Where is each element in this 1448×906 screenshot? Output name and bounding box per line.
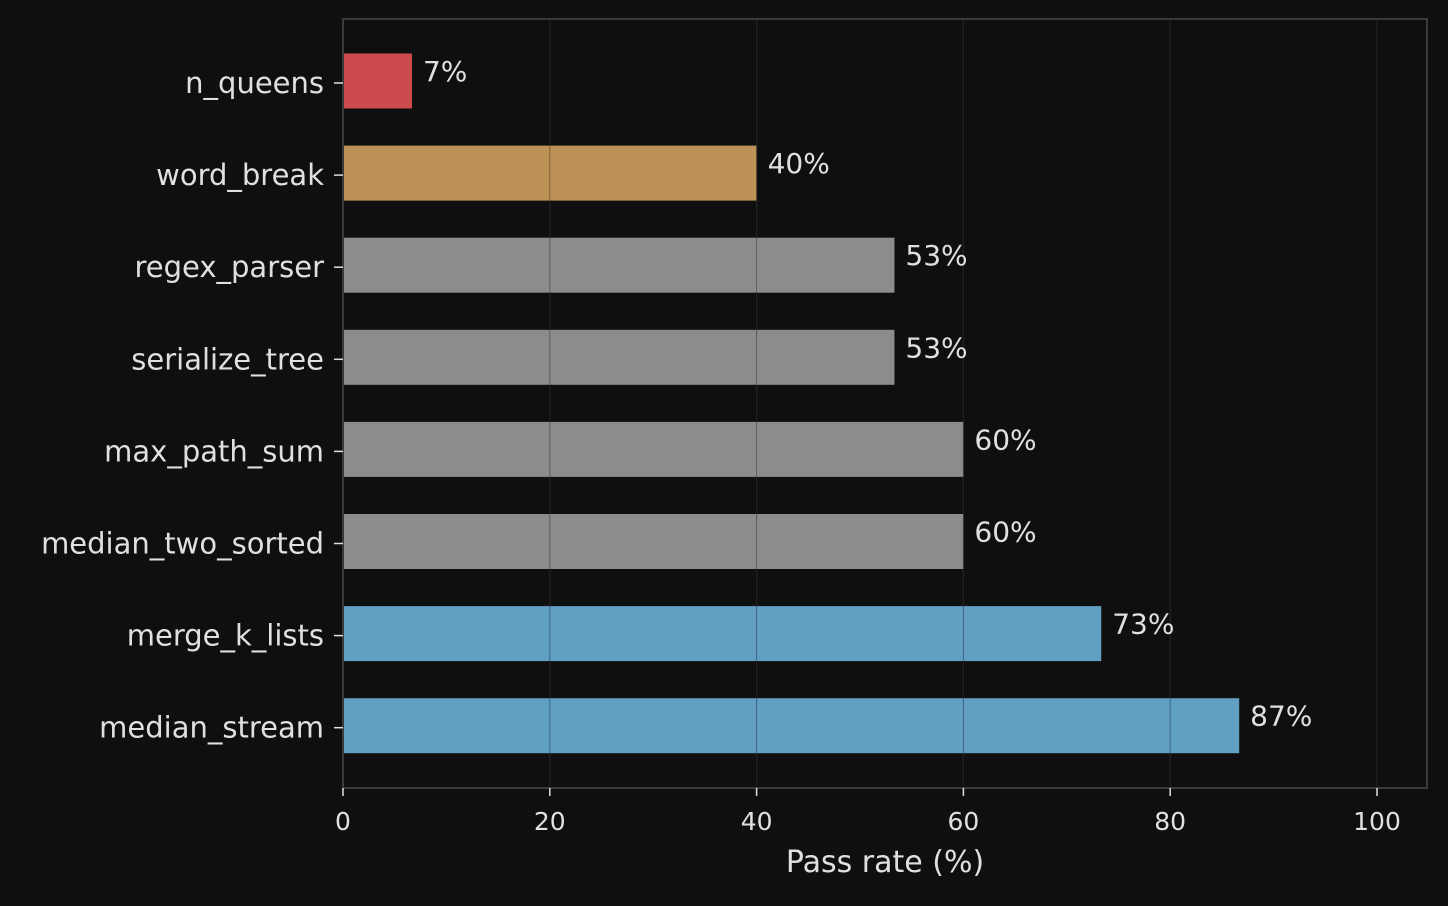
x-tick-label-80: 80 xyxy=(1154,807,1186,836)
y-tick-label-max_path_sum: max_path_sum xyxy=(104,434,324,468)
value-label-median_stream: 87% xyxy=(1250,700,1312,733)
bar-regex_parser xyxy=(343,237,895,293)
y-tick-label-merge_k_lists: merge_k_lists xyxy=(127,619,324,653)
x-axis-ticks: 0 20 40 60 80 100 xyxy=(335,788,1401,836)
value-label-max_path_sum: 60% xyxy=(974,423,1036,456)
bar-n_queens xyxy=(343,53,412,109)
y-tick-label-n_queens: n_queens xyxy=(185,66,324,100)
x-tick-label-20: 20 xyxy=(534,807,566,836)
x-tick-label-40: 40 xyxy=(741,807,773,836)
x-tick-label-100: 100 xyxy=(1353,807,1401,836)
value-label-n_queens: 7% xyxy=(423,55,467,88)
y-tick-label-serialize_tree: serialize_tree xyxy=(131,342,324,376)
bar-median_stream xyxy=(343,698,1240,754)
value-label-median_two_sorted: 60% xyxy=(974,516,1036,549)
bar-word_break xyxy=(343,145,757,201)
bars xyxy=(343,53,1240,754)
y-tick-label-regex_parser: regex_parser xyxy=(134,250,324,284)
x-axis-label: Pass rate (%) xyxy=(786,845,984,880)
value-label-regex_parser: 53% xyxy=(905,239,967,272)
bar-median_two_sorted xyxy=(343,514,964,569)
x-tick-label-0: 0 xyxy=(335,807,351,836)
y-tick-label-median_stream: median_stream xyxy=(99,711,324,745)
y-tick-label-median_two_sorted: median_two_sorted xyxy=(41,527,324,561)
value-label-serialize_tree: 53% xyxy=(905,331,967,364)
grid-lines-overlay xyxy=(549,19,1378,788)
x-tick-label-60: 60 xyxy=(947,807,979,836)
bar-merge_k_lists xyxy=(343,606,1102,662)
y-axis-ticks: n_queens word_break regex_parser serialize_… xyxy=(41,66,343,745)
value-label-word_break: 40% xyxy=(768,147,830,180)
bar-max_path_sum xyxy=(343,421,964,477)
bar-serialize_tree xyxy=(343,329,895,385)
y-tick-label-word_break: word_break xyxy=(156,158,324,192)
value-label-merge_k_lists: 73% xyxy=(1112,608,1174,641)
value-labels: 7% 40% 53% 53% 60% 60% 73% 87% xyxy=(423,55,1312,733)
axes-frame xyxy=(342,18,1428,789)
